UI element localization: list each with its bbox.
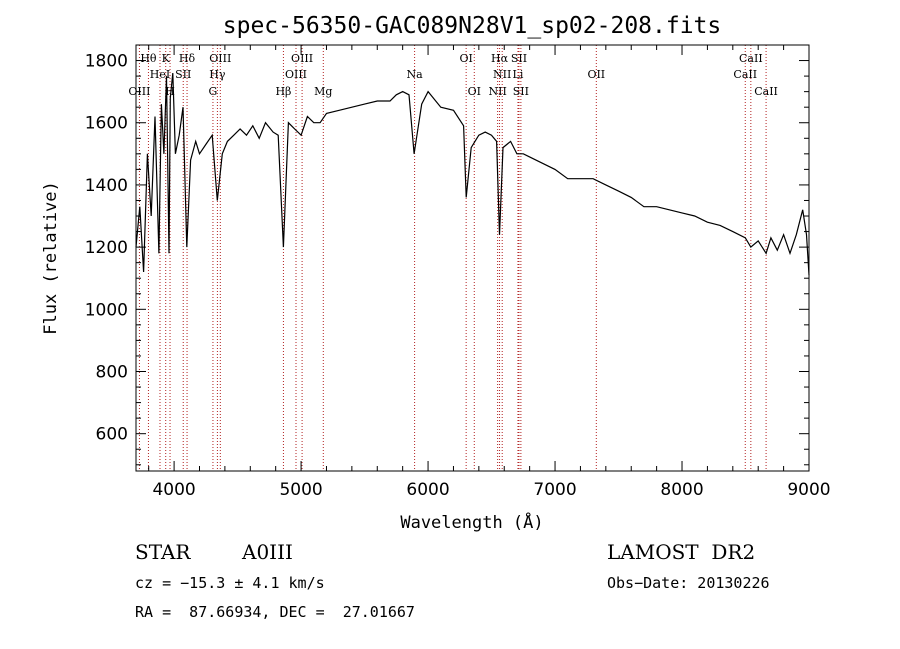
x-tick-label: 8000 (660, 480, 703, 500)
line-label-hβ: Hβ (275, 85, 291, 98)
line-label-hα: Hα (491, 52, 509, 65)
spectrum-line (135, 72, 810, 276)
line-label-mg: Mg (314, 85, 332, 98)
plot-frame (135, 44, 810, 472)
line-label-g: G (209, 85, 218, 98)
survey-name: LAMOST DR2 (607, 540, 756, 564)
line-label-oi: OI (468, 85, 481, 98)
line-label-oiii: OIII (291, 52, 313, 65)
x-tick-label: 5000 (279, 480, 322, 500)
line-label-hγ: Hγ (209, 68, 226, 81)
line-label-na: Na (407, 68, 424, 81)
y-tick-label: 800 (96, 362, 128, 382)
line-label-hei: HeI (150, 68, 170, 81)
y-tick-label: 1800 (85, 52, 128, 72)
line-label-h: H (165, 85, 175, 98)
line-label-hδ: Hδ (179, 52, 196, 65)
line-label-k: K (162, 52, 171, 65)
line-label-sii: SII (511, 52, 527, 65)
line-label-nii: NII (488, 85, 506, 98)
x-tick-label: 9000 (787, 480, 830, 500)
line-label-li: Li (513, 68, 524, 81)
chart-title: spec-56350-GAC089N28V1_sp02-208.fits (223, 13, 722, 39)
x-axis-label: Wavelength (Å) (400, 511, 543, 533)
line-label-oiii: OIII (285, 68, 307, 81)
line-label-nii: NII (493, 68, 511, 81)
object-subclass: A0III (242, 540, 293, 564)
x-tick-label: 7000 (533, 480, 576, 500)
coordinates: RA = 87.66934, DEC = 27.01667 (135, 603, 415, 621)
line-label-caii: CaII (733, 68, 757, 81)
spectral-line-markers (138, 45, 767, 471)
line-label-caii: CaII (754, 85, 778, 98)
line-label-oii: OII (587, 68, 605, 81)
redshift-cz: cz = −15.3 ± 4.1 km/s (135, 574, 325, 592)
y-tick-label: 1600 (85, 114, 128, 134)
line-label-hθ: Hθ (140, 52, 157, 65)
axes: 4000 5000 6000 7000 8000 9000 600 800 1000 1200 14… (85, 44, 831, 500)
object-class: STAR (135, 540, 191, 564)
y-tick-label: 1000 (85, 300, 128, 320)
line-label-oi: OI (459, 52, 472, 65)
x-tick-label: 6000 (406, 480, 449, 500)
y-tick-label: 600 (96, 425, 128, 445)
y-tick-label: 1400 (85, 176, 128, 196)
y-axis-label: Flux (relative) (41, 181, 61, 335)
line-label-sii: SII (175, 68, 191, 81)
line-label-caii: CaII (739, 52, 763, 65)
observation-date: Obs−Date: 20130226 (607, 574, 770, 592)
line-label-oiii: OIII (209, 52, 231, 65)
x-tick-label: 4000 (152, 480, 195, 500)
line-label-sii: SII (513, 85, 529, 98)
y-tick-label: 1200 (85, 238, 128, 258)
